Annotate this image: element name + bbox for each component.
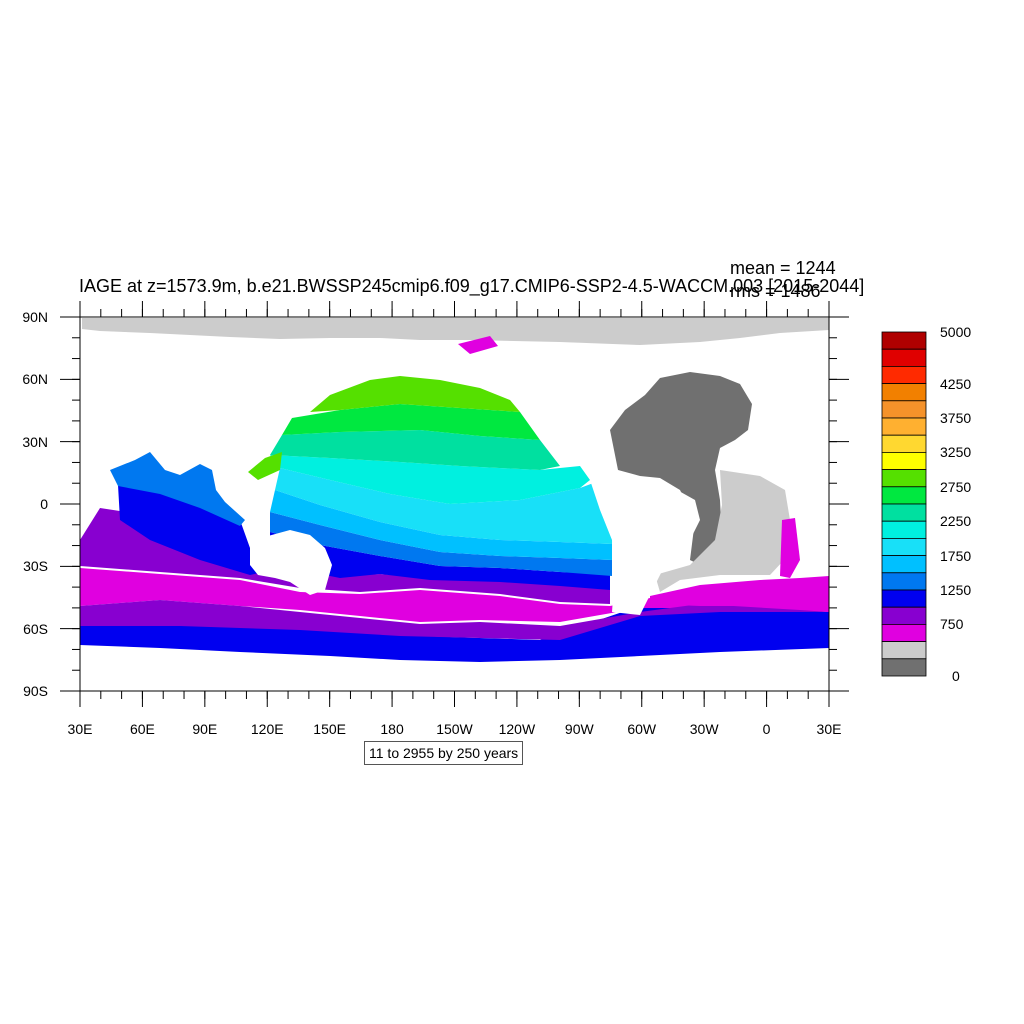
colorbar-label: 3750 xyxy=(940,410,972,426)
colorbar-box xyxy=(881,434,927,453)
americas-gray xyxy=(610,372,752,565)
lat-label: 90S xyxy=(23,683,48,699)
colorbar-box xyxy=(881,589,927,608)
colorbar-box xyxy=(881,383,927,402)
lon-label: 150W xyxy=(436,721,473,737)
lat-label: 30S xyxy=(23,558,48,575)
lat-label: 0 xyxy=(40,496,48,512)
arctic-magenta xyxy=(458,336,498,354)
colorbar-label: 1750 xyxy=(940,547,972,564)
rms-stat: rms = 1486 xyxy=(730,281,821,301)
lat-label: 90N xyxy=(22,309,48,325)
colorbar-box xyxy=(881,555,927,574)
colorbar-label: 1250 xyxy=(940,582,972,598)
colorbar-box xyxy=(881,417,927,436)
pacific-teal xyxy=(270,430,560,470)
lon-label: 30E xyxy=(816,721,842,737)
lat-label: 30N xyxy=(22,433,48,450)
indian-blue xyxy=(118,485,290,575)
arctic-region xyxy=(82,318,829,345)
map-title: IAGE at z=1573.9m, b.e21.BWSSP245cmip6.f… xyxy=(79,276,865,296)
colorbar-box xyxy=(881,469,927,488)
lon-label: 30W xyxy=(689,721,719,737)
lon-label: 0 xyxy=(762,721,771,737)
southern-blue xyxy=(80,606,829,662)
lon-label: 120W xyxy=(498,721,536,737)
lon-label: 120E xyxy=(250,721,284,737)
colorbar-label: 2750 xyxy=(940,478,972,495)
colorbar-box xyxy=(881,451,927,470)
colorbar-box xyxy=(881,624,927,643)
colorbar-box xyxy=(881,641,927,660)
atlantic-magenta xyxy=(650,576,829,612)
colorbar-box xyxy=(881,331,927,350)
colorbar-box xyxy=(881,606,927,625)
colorbar-box xyxy=(881,400,927,419)
colorbar-label: 4250 xyxy=(940,375,972,392)
map-fields xyxy=(80,317,829,691)
pacific-cyan-3 xyxy=(270,490,612,560)
pacific-lightblue xyxy=(270,512,612,576)
south-america xyxy=(590,468,700,615)
lon-label: 150E xyxy=(313,721,346,737)
colorbar-label: 2250 xyxy=(940,513,972,530)
colorbar-label: 5000 xyxy=(940,324,972,340)
southern-purple-south xyxy=(80,600,829,640)
colorbar-label: 3250 xyxy=(940,444,972,461)
lat-label: 60S xyxy=(23,620,48,637)
pacific-lime-west xyxy=(248,452,282,480)
colorbar-box xyxy=(881,572,927,591)
australia xyxy=(250,530,332,595)
pacific-cyan-1 xyxy=(270,455,590,504)
pacific-blue xyxy=(270,532,610,590)
lon-label: 60W xyxy=(627,721,657,737)
axis-ticks xyxy=(60,301,849,707)
indian-lightblue xyxy=(110,452,245,526)
lon-label: 90W xyxy=(564,721,594,737)
lon-label: 30E xyxy=(67,721,93,737)
lat-label: 60N xyxy=(22,371,48,388)
colorbar xyxy=(881,331,927,677)
atlantic-lightgray xyxy=(655,470,790,592)
colorbar-label: 0 xyxy=(952,668,960,684)
colorbar-box xyxy=(881,658,927,677)
pacific-lime xyxy=(310,376,520,412)
colorbar-box xyxy=(881,520,927,539)
pacific-green xyxy=(282,404,540,440)
colorbar-box xyxy=(881,486,927,505)
colorbar-box xyxy=(881,365,927,384)
lon-label: 90E xyxy=(192,721,218,737)
colorbar-label: 750 xyxy=(940,616,964,633)
atlantic-magenta-east xyxy=(780,518,800,578)
lon-label: 60E xyxy=(129,721,155,737)
southern-magenta xyxy=(80,568,829,622)
lon-label: 180 xyxy=(380,721,404,737)
colorbar-box xyxy=(881,538,927,557)
colorbar-box xyxy=(881,503,927,522)
colorbar-box xyxy=(881,348,927,367)
contour-info-box: 11 to 2955 by 250 years xyxy=(364,741,524,765)
mean-stat: mean = 1244 xyxy=(730,258,836,278)
